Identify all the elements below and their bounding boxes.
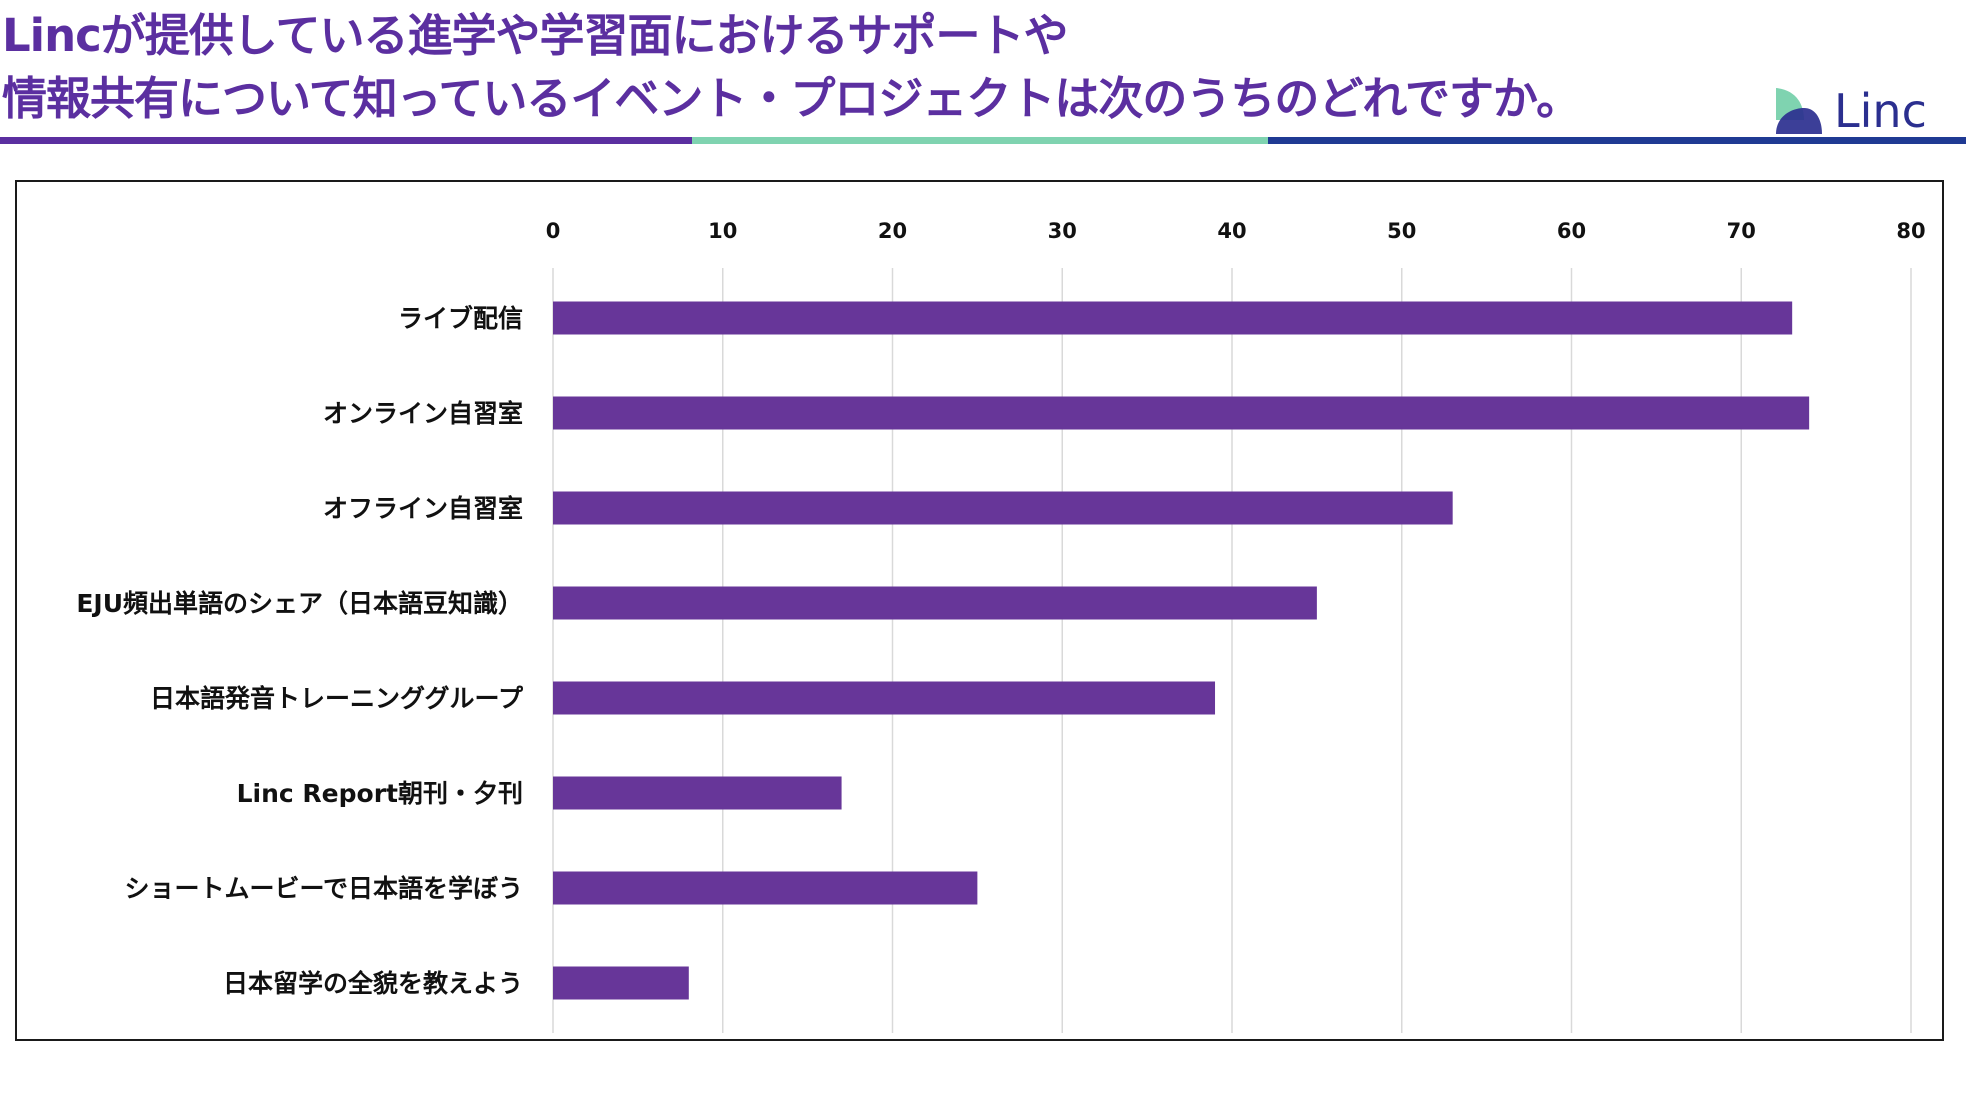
bar <box>553 301 1793 335</box>
x-tick-label: 40 <box>1217 219 1246 243</box>
title-underline-green-segment <box>692 137 1268 144</box>
category-label: オンライン自習室 <box>323 399 523 428</box>
linc-logo-wordmark: Linc <box>1834 84 1927 138</box>
category-label: EJU頻出単語のシェア（日本語豆知識） <box>76 589 523 618</box>
x-tick-label: 50 <box>1387 219 1416 243</box>
category-label: 日本留学の全貌を教えよう <box>223 969 523 998</box>
title-underline-navy-segment <box>1268 137 1966 144</box>
bar <box>553 586 1317 620</box>
category-label: ショートムービーで日本語を学ぼう <box>124 874 523 903</box>
category-label: ライブ配信 <box>398 304 523 333</box>
category-label: Linc Report朝刊・夕刊 <box>237 779 523 808</box>
slide-title-line-1: Lincが提供している進学や学習面におけるサポートや <box>2 9 1068 62</box>
x-tick-label: 30 <box>1048 219 1077 243</box>
bar <box>553 681 1216 715</box>
bar <box>553 966 689 1000</box>
title-underline <box>0 137 1966 144</box>
bar <box>553 871 978 905</box>
bar <box>553 776 842 810</box>
title-underline-purple-segment <box>0 137 692 144</box>
linc-logo: Linc <box>1774 86 1954 136</box>
linc-logo-icon <box>1776 88 1822 134</box>
slide-title-line-2: 情報共有について知っているイベント・プロジェクトは次のうちのどれですか。 <box>2 72 1581 125</box>
bar <box>553 396 1810 430</box>
x-tick-label: 60 <box>1557 219 1586 243</box>
bar <box>553 491 1453 525</box>
category-label: オフライン自習室 <box>323 494 523 523</box>
category-label: 日本語発音トレーニンググループ <box>150 684 524 713</box>
x-tick-label: 70 <box>1727 219 1756 243</box>
x-tick-label: 20 <box>878 219 907 243</box>
slide-title: Lincが提供している進学や学習面におけるサポートや 情報共有について知っている… <box>2 4 1581 130</box>
x-tick-label: 10 <box>708 219 737 243</box>
chart-frame: 0 10 20 30 40 50 60 70 80 ライブ配信オンライン自習室 オフライン自習室 EJ… <box>15 180 1944 1041</box>
x-tick-label: 80 <box>1896 219 1925 243</box>
x-tick-label: 0 <box>546 219 561 243</box>
